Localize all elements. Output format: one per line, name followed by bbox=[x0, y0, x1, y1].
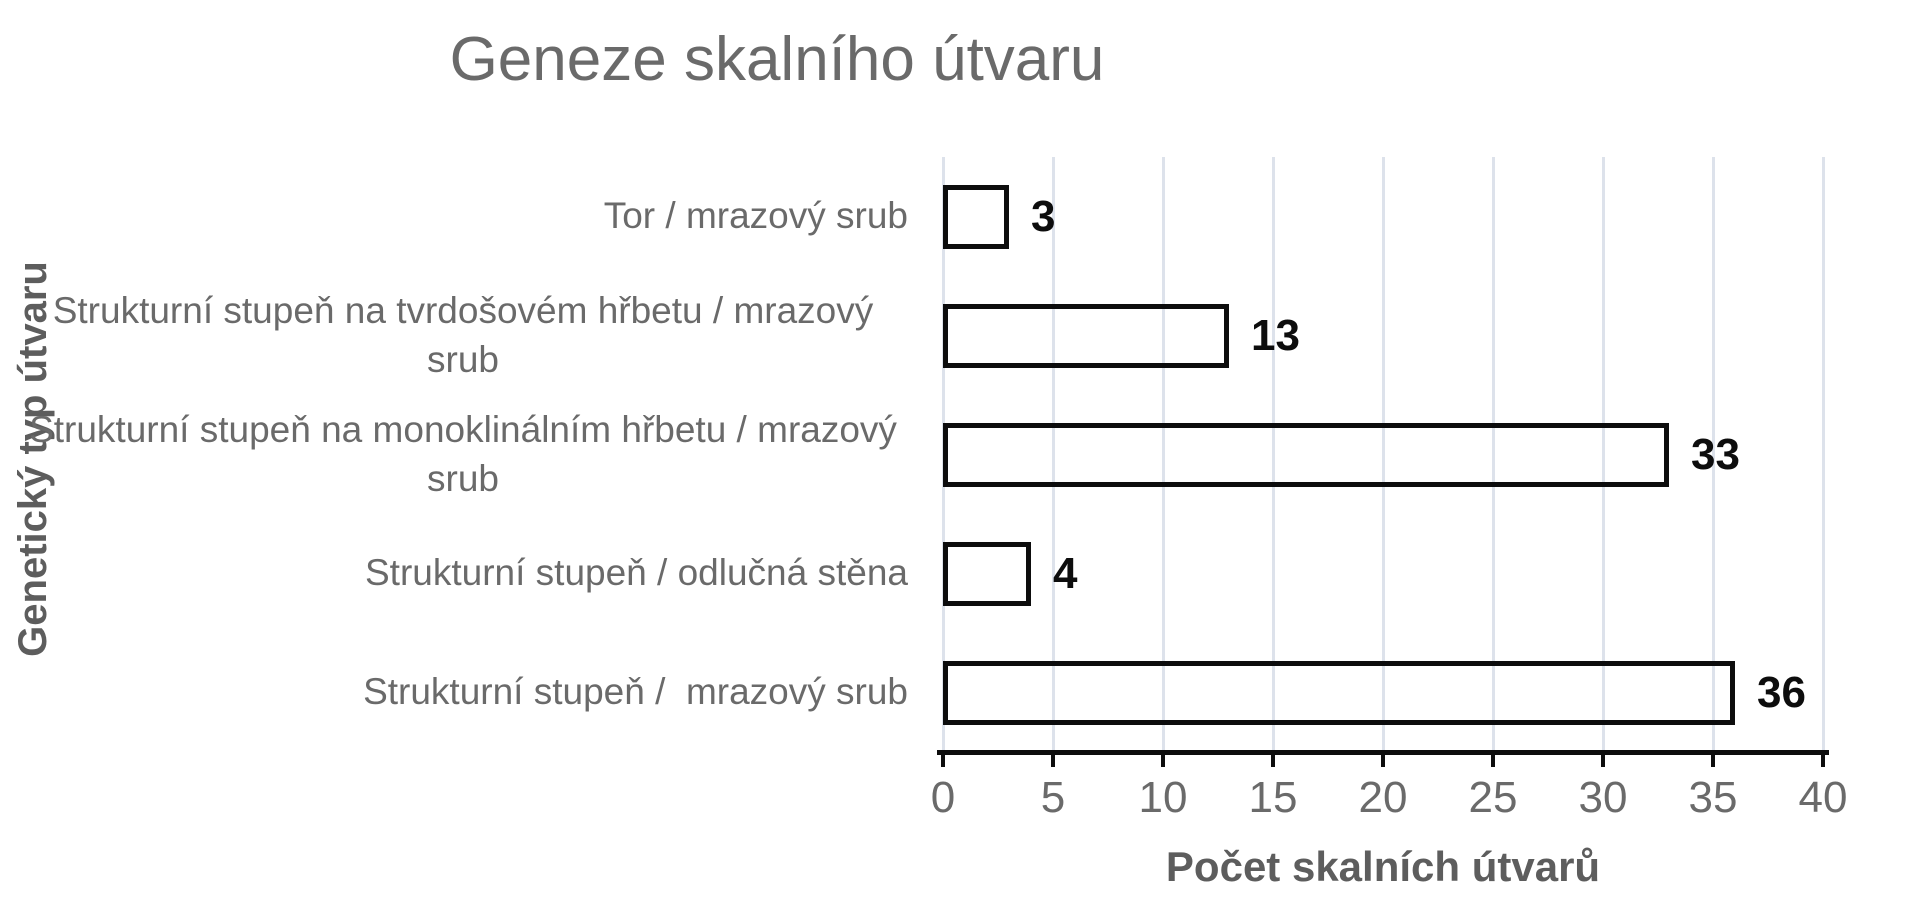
gridline bbox=[1382, 157, 1385, 750]
x-axis-line bbox=[937, 750, 1829, 755]
gridline bbox=[1602, 157, 1605, 750]
x-axis-tick-label: 5 bbox=[1040, 773, 1066, 822]
x-axis-tick-label: 15 bbox=[1248, 773, 1298, 822]
bar-value-label: 4 bbox=[1053, 549, 1078, 598]
x-axis-tick-mark bbox=[1601, 750, 1605, 767]
gridline bbox=[1492, 157, 1495, 750]
bar bbox=[943, 185, 1009, 249]
category-row: Strukturní stupeň / mrazový srub bbox=[18, 633, 908, 752]
x-axis-tick-mark bbox=[1381, 750, 1385, 767]
x-axis-tick-mark bbox=[941, 750, 945, 767]
x-axis-tick-label: 30 bbox=[1578, 773, 1628, 822]
x-axis-tick-label: 35 bbox=[1688, 773, 1738, 822]
x-axis-tick-mark bbox=[1051, 750, 1055, 767]
x-axis-title: Počet skalních útvarů bbox=[1165, 843, 1601, 890]
x-axis-tick-mark bbox=[1711, 750, 1715, 767]
x-axis-tick-label: 10 bbox=[1138, 773, 1188, 822]
x-axis-tick-label: 20 bbox=[1358, 773, 1408, 822]
bar bbox=[943, 542, 1031, 606]
category-row: Strukturní stupeň na monoklinálním hřbet… bbox=[18, 395, 908, 514]
x-axis-tick-label: 25 bbox=[1468, 773, 1518, 822]
gridline bbox=[1162, 157, 1165, 750]
category-label: Tor / mrazový srub bbox=[603, 195, 908, 237]
bar-value-label: 13 bbox=[1251, 311, 1300, 360]
bar-value-label: 3 bbox=[1031, 192, 1056, 241]
bar bbox=[943, 423, 1669, 487]
bar-value-label: 36 bbox=[1757, 668, 1806, 717]
category-row: Tor / mrazový srub bbox=[18, 157, 908, 276]
category-label: Strukturní stupeň na monoklinálním hřbet… bbox=[29, 408, 908, 499]
gridline bbox=[1712, 157, 1715, 750]
x-axis-tick-mark bbox=[1161, 750, 1165, 767]
gridline bbox=[1822, 157, 1825, 750]
category-row: Strukturní stupeň na tvrdošovém hřbetu /… bbox=[18, 276, 908, 395]
category-label: Strukturní stupeň / odlučná stěna bbox=[364, 552, 908, 594]
x-axis-tick-label: 0 bbox=[930, 773, 956, 822]
category-label: Strukturní stupeň / mrazový srub bbox=[363, 671, 908, 713]
bar bbox=[943, 304, 1229, 368]
gridline bbox=[1272, 157, 1275, 750]
gridline bbox=[1052, 157, 1055, 750]
x-axis-tick-mark bbox=[1491, 750, 1495, 767]
x-axis-tick-mark bbox=[1821, 750, 1825, 767]
category-label: Strukturní stupeň na tvrdošovém hřbetu /… bbox=[52, 289, 884, 380]
x-axis-tick-mark bbox=[1271, 750, 1275, 767]
bar-value-label: 33 bbox=[1691, 430, 1740, 479]
chart-title: Geneze skalního útvaru bbox=[449, 25, 1105, 94]
bar bbox=[943, 661, 1735, 725]
category-row: Strukturní stupeň / odlučná stěna bbox=[18, 514, 908, 633]
x-axis-tick-label: 40 bbox=[1798, 773, 1848, 822]
